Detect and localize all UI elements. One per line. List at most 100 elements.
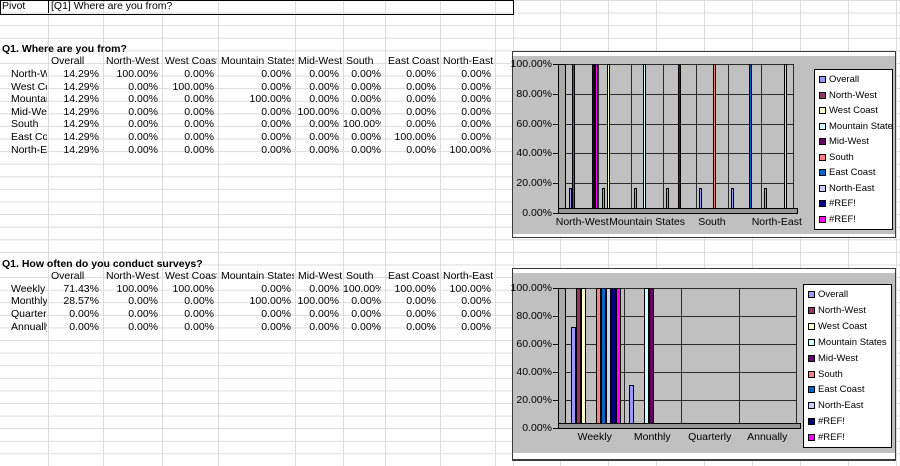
value-cell[interactable]: 0.00%	[128, 105, 158, 118]
value-cell[interactable]: 0.00%	[309, 68, 339, 80]
value-cell[interactable]: 0.00%	[261, 143, 291, 156]
value-cell[interactable]: 0.00%	[261, 308, 291, 320]
value-cell[interactable]: 0.00%	[406, 68, 436, 80]
value-cell[interactable]: 0.00%	[351, 295, 381, 308]
value-cell[interactable]: 0.00%	[261, 118, 291, 131]
value-cell[interactable]: 0.00%	[351, 143, 381, 156]
value-cell[interactable]: 0.00%	[128, 295, 158, 308]
value-cell[interactable]: 0.00%	[261, 282, 291, 295]
value-cell[interactable]: 14.29%	[63, 143, 99, 156]
value-cell[interactable]: 0.00%	[184, 105, 214, 118]
header-cell[interactable]: North-West	[106, 55, 159, 68]
value-cell[interactable]: 100.00%	[297, 105, 339, 118]
value-cell[interactable]: 0.00%	[69, 320, 99, 333]
value-cell[interactable]: 0.00%	[128, 93, 158, 106]
value-cell[interactable]: 0.00%	[184, 143, 214, 156]
value-cell[interactable]: 0.00%	[406, 320, 436, 333]
value-cell[interactable]: 28.57%	[63, 295, 99, 308]
value-cell[interactable]: 14.29%	[63, 118, 99, 131]
value-cell[interactable]: 0.00%	[309, 118, 339, 131]
header-cell[interactable]: Overall	[51, 270, 85, 283]
row-label-cell[interactable]: Monthly	[11, 295, 47, 308]
value-cell[interactable]: 100.00%	[449, 143, 491, 156]
value-cell[interactable]: 100.00%	[172, 80, 214, 93]
value-cell[interactable]: 14.29%	[63, 80, 99, 93]
row-label-cell[interactable]: Annually	[11, 320, 47, 333]
value-cell[interactable]: 0.00%	[128, 80, 158, 93]
value-cell[interactable]: 14.29%	[63, 93, 99, 106]
value-cell[interactable]: 0.00%	[461, 118, 491, 131]
value-cell[interactable]: 0.00%	[406, 118, 436, 131]
header-cell[interactable]: Mountain States	[221, 270, 294, 283]
value-cell[interactable]: 0.00%	[128, 143, 158, 156]
value-cell[interactable]: 0.00%	[309, 308, 339, 320]
value-cell[interactable]: 0.00%	[406, 80, 436, 93]
header-cell[interactable]: East Coast	[388, 55, 439, 68]
value-cell[interactable]: 0.00%	[406, 295, 436, 308]
value-cell[interactable]: 0.00%	[261, 105, 291, 118]
row-label-cell[interactable]: Weekly	[11, 282, 46, 295]
value-cell[interactable]: 0.00%	[128, 320, 158, 333]
header-cell[interactable]: East Coast	[388, 270, 439, 283]
value-cell[interactable]: 14.29%	[63, 68, 99, 80]
value-cell[interactable]: 0.00%	[351, 131, 381, 143]
value-cell[interactable]: 100.00%	[172, 282, 214, 295]
header-cell[interactable]: North-East	[443, 270, 494, 283]
value-cell[interactable]: 0.00%	[406, 308, 436, 320]
row-label-cell[interactable]: Mountain States	[11, 93, 47, 106]
value-cell[interactable]: 0.00%	[309, 93, 339, 106]
value-cell[interactable]: 0.00%	[461, 131, 491, 143]
value-cell[interactable]: 100.00%	[116, 68, 158, 80]
value-cell[interactable]: 0.00%	[461, 320, 491, 333]
value-cell[interactable]: 0.00%	[128, 308, 158, 320]
header-cell[interactable]: Mountain States	[221, 55, 294, 68]
value-cell[interactable]: 71.43%	[63, 282, 99, 295]
value-cell[interactable]: 0.00%	[309, 320, 339, 333]
row-label-cell[interactable]: Quarterly	[11, 308, 47, 320]
value-cell[interactable]: 0.00%	[351, 308, 381, 320]
value-cell[interactable]: 0.00%	[128, 118, 158, 131]
row-label-cell[interactable]: North-West	[11, 68, 47, 80]
value-cell[interactable]: 0.00%	[309, 131, 339, 143]
value-cell[interactable]: 0.00%	[461, 295, 491, 308]
value-cell[interactable]: 0.00%	[69, 308, 99, 320]
value-cell[interactable]: 0.00%	[261, 68, 291, 80]
value-cell[interactable]: 0.00%	[261, 131, 291, 143]
value-cell[interactable]: 0.00%	[261, 320, 291, 333]
value-cell[interactable]: 0.00%	[261, 80, 291, 93]
value-cell[interactable]: 0.00%	[184, 131, 214, 143]
value-cell[interactable]: 0.00%	[128, 131, 158, 143]
value-cell[interactable]: 0.00%	[184, 93, 214, 106]
value-cell[interactable]: 14.29%	[63, 131, 99, 143]
pivot-label-cell[interactable]: Pivot	[2, 0, 26, 12]
value-cell[interactable]: 0.00%	[309, 143, 339, 156]
value-cell[interactable]: 0.00%	[406, 93, 436, 106]
header-cell[interactable]: Mid-West	[298, 55, 342, 68]
value-cell[interactable]: 0.00%	[351, 80, 381, 93]
value-cell[interactable]: 100.00%	[249, 93, 291, 106]
value-cell[interactable]: 0.00%	[184, 308, 214, 320]
header-cell[interactable]: West Coast	[165, 270, 217, 283]
value-cell[interactable]: 100.00%	[343, 118, 381, 131]
value-cell[interactable]: 0.00%	[309, 282, 339, 295]
pivot-question-cell[interactable]: [Q1] Where are you from?	[51, 0, 173, 12]
row-label-cell[interactable]: West Coast	[11, 80, 47, 93]
value-cell[interactable]: 100.00%	[297, 295, 339, 308]
value-cell[interactable]: 0.00%	[461, 93, 491, 106]
row-label-cell[interactable]: North-East	[11, 143, 47, 156]
header-cell[interactable]: South	[346, 270, 374, 283]
value-cell[interactable]: 0.00%	[184, 295, 214, 308]
value-cell[interactable]: 0.00%	[351, 93, 381, 106]
value-cell[interactable]: 0.00%	[461, 308, 491, 320]
value-cell[interactable]: 0.00%	[406, 105, 436, 118]
value-cell[interactable]: 0.00%	[461, 68, 491, 80]
chart-where-are-you-from[interactable]: 100.00% 80.00% 60.00% 40.00% 20.00% 0.00% Nort…	[511, 51, 896, 238]
value-cell[interactable]: 0.00%	[184, 68, 214, 80]
header-cell[interactable]: West Coast	[165, 55, 217, 68]
value-cell[interactable]: 0.00%	[184, 118, 214, 131]
row-label-cell[interactable]: Mid-West	[11, 105, 47, 118]
value-cell[interactable]: 0.00%	[351, 320, 381, 333]
value-cell[interactable]: 14.29%	[63, 105, 99, 118]
value-cell[interactable]: 100.00%	[343, 282, 381, 295]
header-cell[interactable]: Overall	[51, 55, 85, 68]
